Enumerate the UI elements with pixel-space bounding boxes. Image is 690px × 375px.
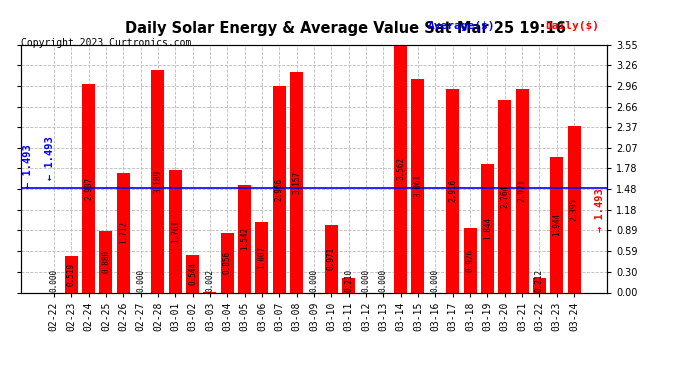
Bar: [117, 173, 130, 292]
Text: 0.544: 0.544: [188, 262, 197, 285]
Bar: [169, 170, 181, 292]
Text: 1.944: 1.944: [552, 213, 561, 236]
Bar: [273, 86, 286, 292]
Bar: [99, 231, 112, 292]
Bar: [394, 44, 407, 292]
Text: 3.061: 3.061: [413, 174, 422, 197]
Text: 3.562: 3.562: [396, 157, 405, 180]
Text: 0.000: 0.000: [362, 268, 371, 292]
Text: Daily($): Daily($): [545, 21, 599, 31]
Text: 0.926: 0.926: [466, 249, 475, 272]
Bar: [221, 233, 234, 292]
Bar: [151, 70, 164, 292]
Bar: [550, 157, 563, 292]
Bar: [446, 89, 459, 292]
Bar: [255, 222, 268, 292]
Bar: [325, 225, 338, 292]
Text: 1.844: 1.844: [483, 217, 492, 240]
Text: 0.000: 0.000: [50, 268, 59, 292]
Bar: [238, 185, 251, 292]
Text: ← 1.493: ← 1.493: [23, 145, 33, 188]
Text: Copyright 2023 Curtronics.com: Copyright 2023 Curtronics.com: [21, 38, 191, 48]
Bar: [498, 100, 511, 292]
Text: ← 1.493: ← 1.493: [45, 136, 55, 180]
Text: 1.761: 1.761: [170, 219, 179, 243]
Text: 1.542: 1.542: [240, 227, 249, 250]
Text: 1.712: 1.712: [119, 221, 128, 245]
Text: 2.921: 2.921: [518, 179, 526, 202]
Bar: [411, 79, 424, 292]
Bar: [186, 255, 199, 292]
Text: → 1.493: → 1.493: [595, 188, 605, 232]
Text: 0.000: 0.000: [431, 268, 440, 292]
Text: 0.212: 0.212: [535, 268, 544, 292]
Text: 0.519: 0.519: [67, 263, 76, 286]
Text: 0.000: 0.000: [309, 268, 319, 292]
Bar: [290, 72, 303, 292]
Bar: [481, 164, 494, 292]
Text: 0.880: 0.880: [101, 250, 110, 273]
Bar: [568, 126, 580, 292]
Text: 3.157: 3.157: [292, 171, 301, 194]
Text: Daily Solar Energy & Average Value Sat Mar 25 19:16: Daily Solar Energy & Average Value Sat M…: [125, 21, 565, 36]
Bar: [82, 84, 95, 292]
Text: 0.000: 0.000: [136, 268, 145, 292]
Text: 0.971: 0.971: [327, 247, 336, 270]
Bar: [342, 278, 355, 292]
Bar: [464, 228, 477, 292]
Bar: [65, 256, 78, 292]
Text: 0.002: 0.002: [206, 268, 215, 292]
Bar: [533, 278, 546, 292]
Text: Average($): Average($): [428, 21, 495, 31]
Text: 2.987: 2.987: [84, 177, 93, 200]
Text: 2.395: 2.395: [569, 198, 578, 220]
Text: 0.000: 0.000: [379, 268, 388, 292]
Text: 0.210: 0.210: [344, 268, 353, 292]
Text: 3.189: 3.189: [153, 170, 162, 193]
Bar: [515, 89, 529, 292]
Text: 2.764: 2.764: [500, 184, 509, 208]
Text: 2.966: 2.966: [275, 177, 284, 201]
Text: 1.007: 1.007: [257, 246, 266, 269]
Text: 2.916: 2.916: [448, 179, 457, 203]
Text: 0.856: 0.856: [223, 251, 232, 274]
